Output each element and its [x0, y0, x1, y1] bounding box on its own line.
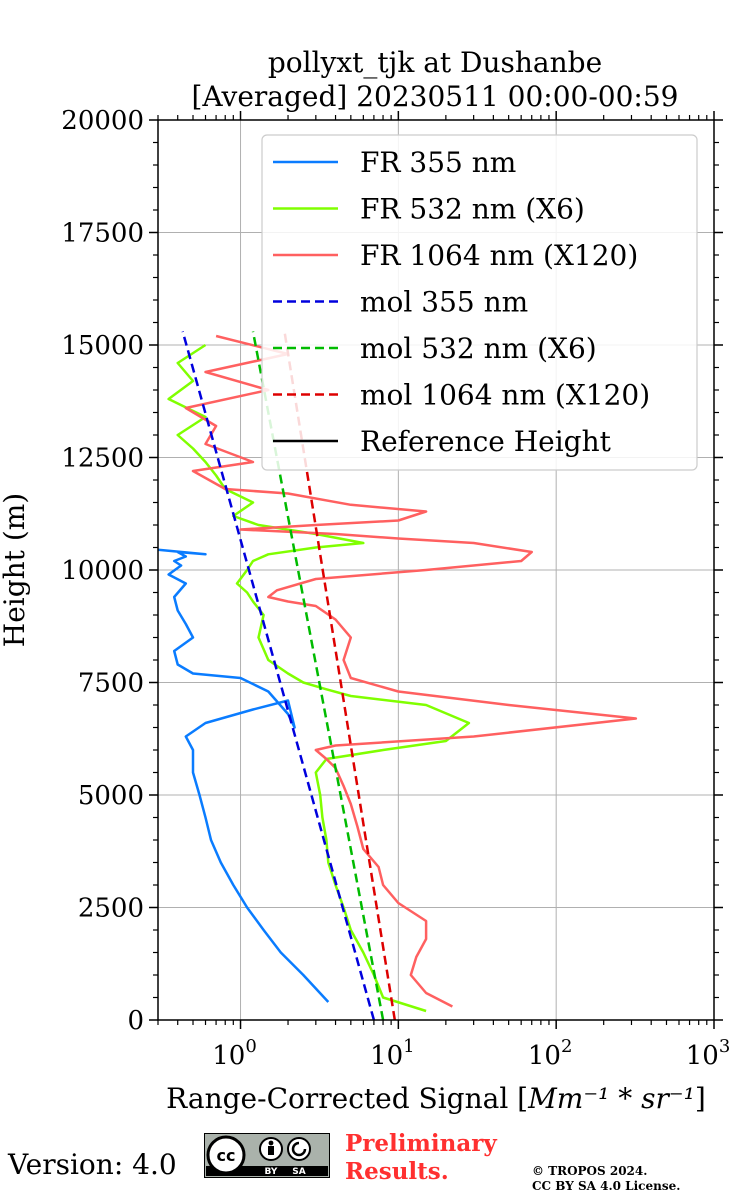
- y-tick-label: 0: [127, 1006, 144, 1036]
- rcs-profile-chart: pollyxt_tjk at Dushanbe [Averaged] 20230…: [0, 46, 730, 1115]
- y-tick-label: 10000: [61, 556, 144, 586]
- legend-label-fr-1064-nm-x120: FR 1064 nm (X120): [360, 239, 638, 272]
- cc-badge-sa: SA: [292, 1167, 305, 1177]
- x-axis-label-end: ]: [695, 1082, 706, 1115]
- copyright-line1: © TROPOS 2024.: [532, 1164, 648, 1178]
- x-tick-label: 101: [370, 1036, 415, 1071]
- axis-ticks: [149, 111, 723, 1029]
- series-line-mol-532-nm-x6: [251, 331, 385, 1020]
- x-axis-label: Range-Corrected Signal [Mm⁻¹ * sr⁻¹]: [166, 1082, 706, 1115]
- chart-title-line2: [Averaged] 20230511 00:00-00:59: [192, 80, 679, 113]
- y-tick-label: 20000: [61, 106, 144, 136]
- cc-badge-cc: cc: [217, 1146, 236, 1165]
- x-tick-label: 102: [528, 1036, 573, 1071]
- legend-label-mol-355-nm: mol 355 nm: [360, 286, 528, 319]
- preliminary-line2: Results.: [345, 1158, 449, 1185]
- cc-badge-by: BY: [265, 1167, 278, 1177]
- preliminary-results-note: Preliminary Results.: [345, 1130, 497, 1186]
- series-line-fr-1064-nm-x120: [184, 334, 638, 1008]
- legend-label-fr-532-nm-x6: FR 532 nm (X6): [360, 193, 585, 226]
- axis-tick-labels: 100 101 102 103 0 2500 5000 7500 10000 12500 15000…: [61, 106, 730, 1071]
- y-tick-label: 7500: [78, 669, 144, 699]
- chart-title-line1: pollyxt_tjk at Dushanbe: [268, 46, 602, 79]
- y-tick-label: 12500: [61, 444, 144, 474]
- x-tick-label: 103: [686, 1036, 731, 1071]
- x-tick-label: 100: [212, 1036, 257, 1071]
- series-line-mol-355-nm: [181, 331, 376, 1020]
- copyright-note: © TROPOS 2024. CC BY SA 4.0 License.: [532, 1164, 680, 1194]
- legend-label-fr-355-nm: FR 355 nm: [360, 146, 516, 179]
- x-axis-label-units: Mm⁻¹ * sr⁻¹: [527, 1082, 695, 1115]
- legend-label-reference-height: Reference Height: [360, 425, 612, 458]
- y-tick-label: 17500: [61, 219, 144, 249]
- legend-label-mol-532-nm-x6: mol 532 nm (X6): [360, 332, 597, 365]
- preliminary-line1: Preliminary: [345, 1130, 497, 1157]
- legend-box: [261, 134, 698, 471]
- copyright-line2: CC BY SA 4.0 License.: [532, 1179, 681, 1193]
- legend-label-mol-1064-nm-x120: mol 1064 nm (X120): [360, 379, 650, 412]
- y-axis-label: Height (m): [0, 493, 31, 647]
- y-tick-label: 15000: [61, 331, 144, 361]
- series-line-fr-355-nm: [158, 548, 330, 1003]
- y-tick-label: 5000: [78, 781, 144, 811]
- x-axis-label-text: Range-Corrected Signal [: [166, 1082, 528, 1115]
- version-label: Version: 4.0: [8, 1148, 177, 1181]
- cc-by-sa-badge-icon: cc BY SA: [204, 1133, 330, 1178]
- y-tick-label: 2500: [78, 894, 144, 924]
- legend: FR 355 nm FR 532 nm (X6) FR 1064 nm (X120)…: [261, 134, 698, 471]
